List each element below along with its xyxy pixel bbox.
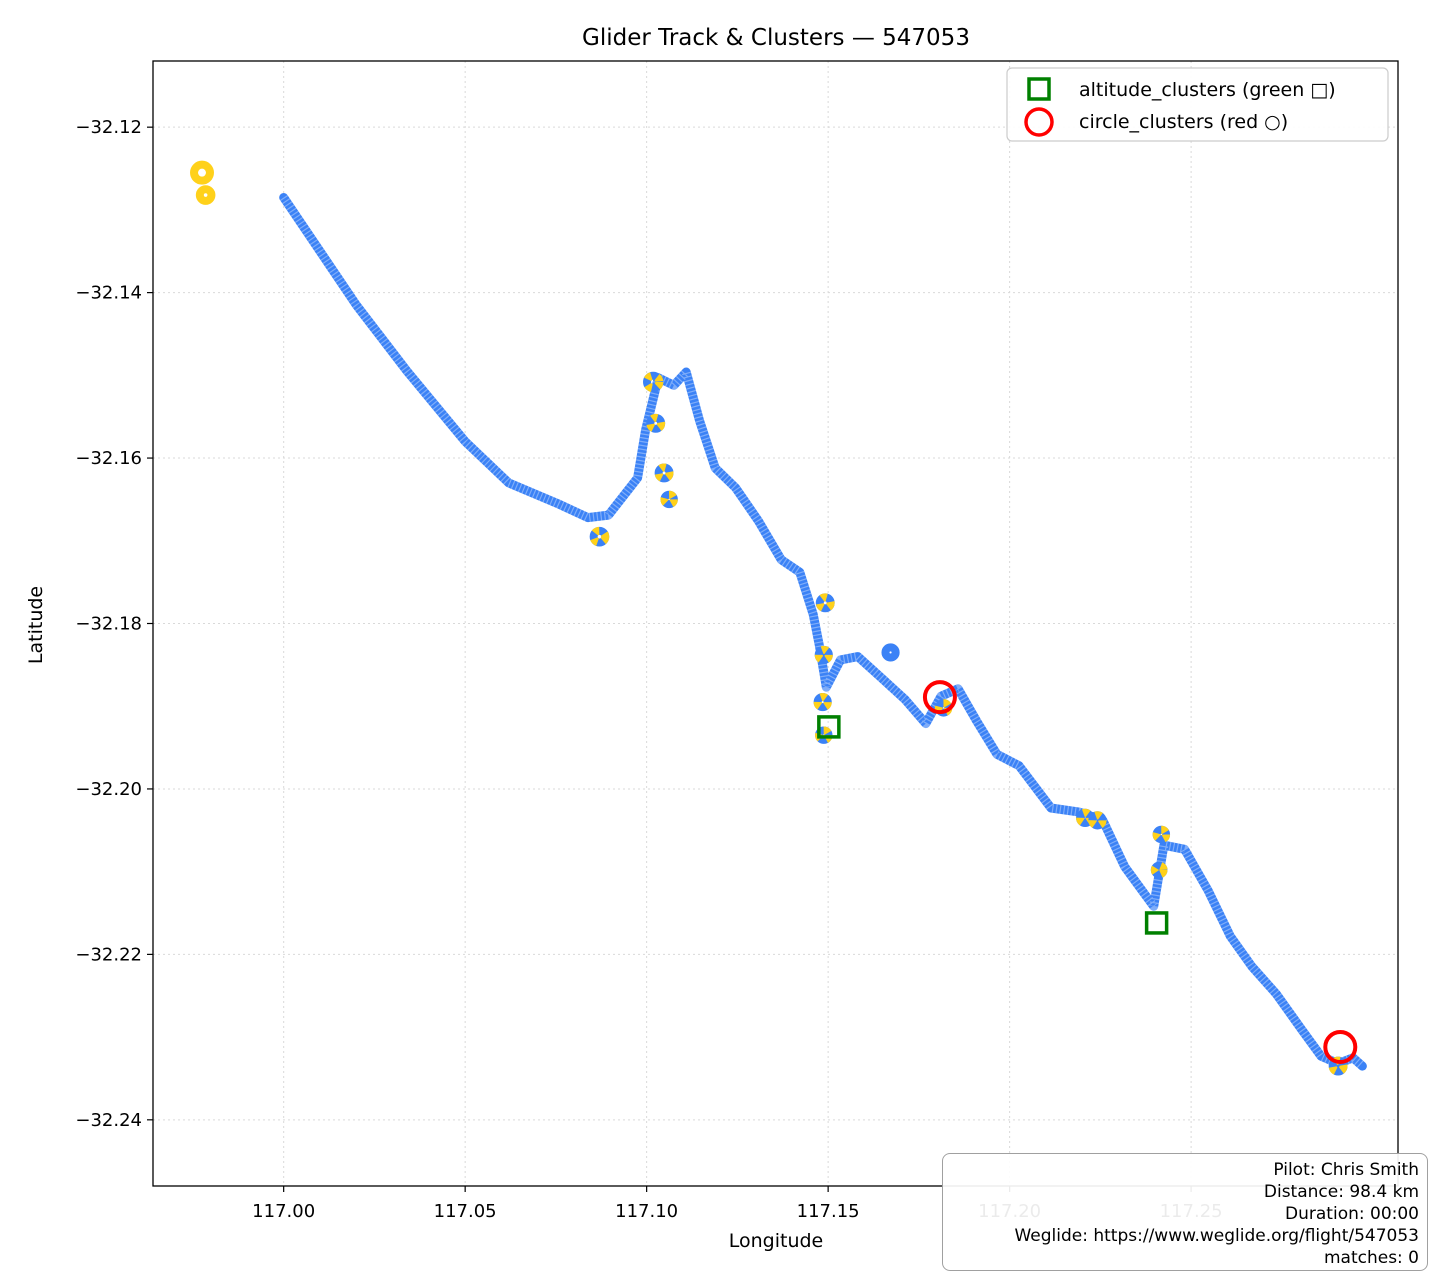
axis-ticks: 117.00117.05117.10117.15117.20117.25−32.…	[75, 117, 1222, 1222]
legend-frame	[1006, 67, 1389, 142]
y-tick-label: −32.12	[75, 117, 142, 138]
altitude-cluster-marker	[1144, 911, 1169, 935]
legend-altitude-clusters: altitude_clusters (green □)	[1079, 79, 1336, 101]
thermal-loop-climb	[660, 490, 678, 509]
y-tick-label: −32.16	[75, 448, 142, 469]
track-line	[279, 193, 1367, 1071]
thermal-loop	[881, 643, 900, 662]
y-tick-label: −32.24	[75, 1110, 142, 1131]
weglide-link[interactable]: Weglide: https://www.weglide.org/flight/…	[1014, 1226, 1419, 1246]
thermal-loop-climb	[815, 593, 835, 613]
thermal-loop-climb	[1150, 861, 1168, 879]
thermal-loop-climb	[654, 463, 674, 483]
x-axis-label: Longitude	[729, 1230, 824, 1252]
legend-circle-clusters: circle_clusters (red ○)	[1079, 111, 1288, 133]
x-tick-label: 117.00	[252, 1201, 315, 1222]
legend-circle-icon	[1024, 107, 1054, 137]
y-tick-label: −32.20	[75, 779, 142, 800]
distance-text: Distance: 98.4 km	[1263, 1182, 1419, 1202]
pilot-text: Pilot: Chris Smith	[1273, 1160, 1419, 1180]
thermal-loop	[195, 185, 216, 205]
y-tick-label: −32.14	[75, 283, 142, 304]
circle-cluster-marker	[922, 680, 957, 715]
y-tick-label: −32.18	[75, 614, 142, 635]
grid-lines	[153, 61, 1398, 1186]
y-tick-label: −32.22	[75, 944, 142, 965]
flight-info-box: Pilot: Chris Smith Distance: 98.4 km Dur…	[942, 1153, 1428, 1271]
y-axis-label: Latitude	[25, 586, 47, 664]
flight-track	[190, 160, 1367, 1076]
legend-square-icon	[1027, 77, 1051, 101]
thermal-loop-climb	[813, 693, 832, 712]
cluster-markers	[817, 680, 1358, 1065]
duration-text: Duration: 00:00	[1285, 1204, 1419, 1224]
circle-cluster-marker	[1323, 1030, 1358, 1065]
chart-title: Glider Track & Clusters — 547053	[582, 25, 970, 51]
thermal-loop-climb	[643, 371, 664, 393]
thermal-loop	[190, 160, 214, 185]
altitude-cluster-marker	[817, 715, 841, 739]
thermal-loop-climb	[814, 645, 833, 665]
x-tick-label: 117.15	[797, 1201, 860, 1222]
thermal-loop-climb	[589, 526, 610, 547]
matches-text: matches: 0	[1323, 1248, 1419, 1268]
x-tick-label: 117.05	[434, 1201, 497, 1222]
thermal-loop-climb	[1088, 811, 1107, 830]
thermal-loop-climb	[646, 413, 666, 433]
legend: altitude_clusters (green □) circle_clust…	[1006, 67, 1389, 142]
track-hatch	[279, 194, 1366, 1070]
x-tick-label: 117.10	[615, 1201, 678, 1222]
thermal-loop-climb	[1152, 825, 1171, 844]
